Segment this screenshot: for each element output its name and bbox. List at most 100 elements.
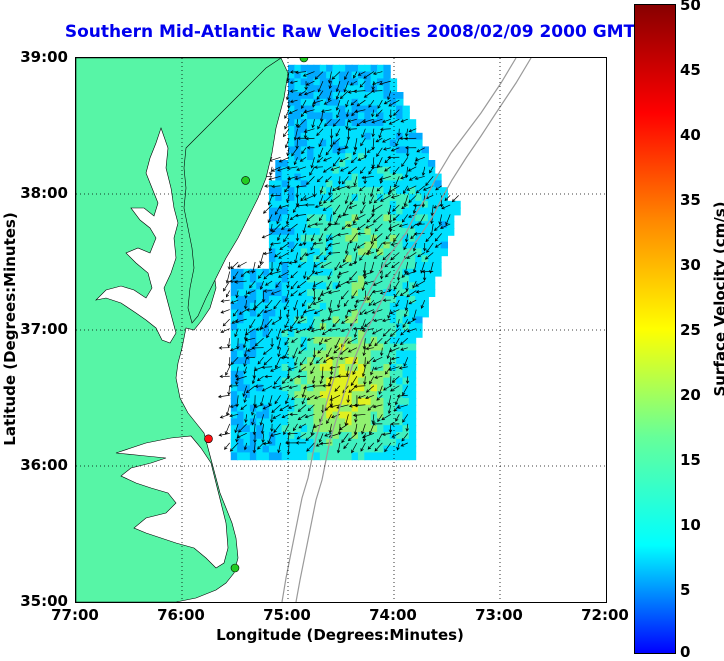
velocity-cell (300, 343, 309, 352)
velocity-cell (249, 391, 258, 399)
velocity-cell (389, 404, 398, 413)
radar-station-marker[interactable] (204, 434, 213, 444)
velocity-cell (364, 153, 372, 161)
velocity-cell (421, 221, 429, 229)
velocity-cell (415, 309, 423, 318)
velocity-cell (396, 241, 404, 250)
velocity-cell (396, 214, 404, 223)
velocity-cell (338, 255, 347, 263)
velocity-vector (361, 423, 366, 435)
velocity-vector (364, 280, 374, 285)
velocity-cell (326, 316, 334, 325)
velocity-cell (294, 309, 302, 318)
radar-station-marker[interactable] (230, 563, 240, 573)
velocity-cell (307, 445, 315, 454)
velocity-cell (332, 370, 340, 379)
velocity-cell (275, 302, 283, 311)
velocity-cell (351, 85, 359, 93)
velocity-cell (345, 214, 353, 223)
velocity-cell (440, 200, 448, 209)
velocity-vector (288, 404, 298, 409)
velocity-vector (285, 395, 290, 405)
velocity-cell (300, 248, 309, 257)
velocity-vector (382, 118, 391, 123)
velocity-cell (307, 438, 315, 447)
velocity-cell (288, 370, 296, 379)
map-plot-area[interactable] (75, 57, 607, 603)
velocity-cell (338, 445, 347, 454)
velocity-vector (264, 318, 273, 329)
velocity-cell (237, 316, 245, 325)
velocity-vector (343, 299, 349, 307)
velocity-cell (307, 452, 315, 461)
chesapeake-bay (95, 127, 179, 344)
velocity-vector (272, 414, 281, 419)
radar-station-marker[interactable] (241, 176, 250, 185)
velocity-cell (351, 377, 359, 386)
velocity-vector (323, 156, 332, 162)
velocity-vector (289, 318, 298, 330)
velocity-cell (447, 214, 455, 223)
velocity-cell (408, 275, 417, 284)
velocity-cell (249, 282, 258, 291)
velocity-cell (319, 418, 328, 427)
velocity-cell (300, 126, 309, 134)
velocity-vector (317, 80, 324, 93)
velocity-cell (319, 92, 328, 100)
velocity-cell (408, 438, 417, 447)
velocity-cell (402, 112, 410, 121)
velocity-cell (275, 336, 283, 345)
velocity-cell (256, 445, 264, 454)
velocity-cell (351, 452, 359, 461)
velocity-vector (283, 347, 290, 359)
velocity-cell (294, 153, 302, 161)
velocity-vector (343, 80, 349, 93)
velocity-cell (275, 296, 283, 304)
velocity-cell (230, 377, 239, 386)
velocity-cell (364, 275, 372, 284)
velocity-cell (268, 241, 277, 250)
velocity-vector (366, 214, 375, 223)
velocity-vector (388, 423, 393, 434)
velocity-cell (408, 160, 417, 168)
velocity-vector (349, 271, 358, 281)
velocity-cell (319, 194, 328, 202)
velocity-vector (389, 347, 400, 353)
velocity-cell (440, 194, 448, 202)
velocity-cell (313, 119, 321, 127)
velocity-cell (307, 92, 315, 100)
velocity-cell (338, 418, 347, 427)
velocity-cell (389, 445, 398, 454)
velocity-cell (377, 187, 385, 195)
velocity-vector (410, 223, 417, 229)
velocity-cell (389, 411, 398, 420)
velocity-vector (263, 356, 273, 366)
velocity-cell (326, 350, 334, 359)
velocity-cell (370, 132, 379, 141)
velocity-cell (383, 391, 391, 399)
velocity-cell (256, 268, 264, 277)
velocity-vector (263, 289, 273, 293)
velocity-vector (225, 404, 231, 416)
velocity-cell (281, 316, 289, 325)
velocity-vector (223, 280, 230, 292)
velocity-vector (341, 223, 349, 230)
velocity-cell (345, 418, 353, 427)
velocity-vector (292, 347, 298, 359)
velocity-cell (256, 384, 264, 393)
velocity-cell (434, 234, 442, 243)
velocity-cell (313, 445, 321, 454)
velocity-cell (294, 302, 302, 311)
radar-station-marker[interactable] (299, 58, 309, 63)
velocity-cell (427, 194, 436, 202)
velocity-vector (369, 185, 375, 198)
velocity-cell (408, 139, 417, 148)
velocity-cell (262, 391, 270, 399)
velocity-cell (332, 275, 340, 284)
velocity-vector (269, 166, 273, 176)
velocity-cell (281, 180, 289, 189)
velocity-cell (288, 234, 296, 243)
velocity-cell (427, 289, 436, 297)
velocity-cell (268, 268, 277, 277)
velocity-cell (389, 248, 398, 257)
